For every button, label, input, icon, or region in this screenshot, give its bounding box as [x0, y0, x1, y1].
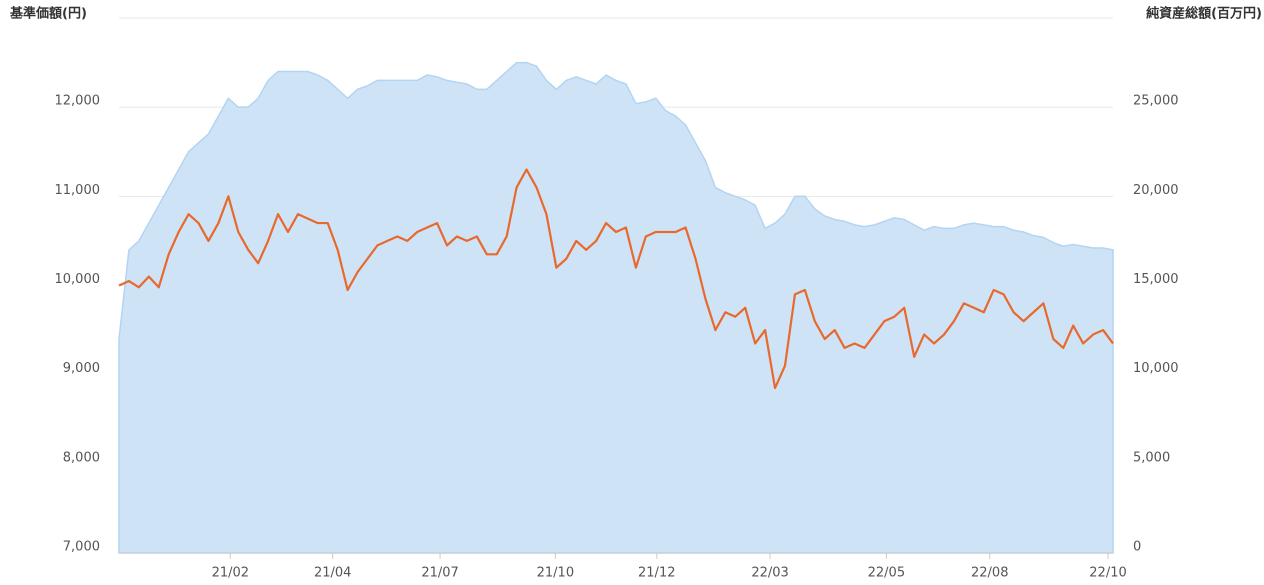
- y2-axis-title: 純資産総額(百万円): [1146, 6, 1262, 22]
- x-tick-label: 22/08: [971, 566, 1008, 581]
- y2-tick-label: 0: [1133, 540, 1141, 555]
- x-tick-label: 21/02: [212, 566, 249, 581]
- y-tick-label: 9,000: [63, 361, 100, 376]
- x-tick-label: 21/04: [314, 566, 351, 581]
- y2-tick-label: 5,000: [1133, 450, 1170, 465]
- y-axis-title: 基準価額(円): [9, 6, 87, 22]
- y-tick-label: 11,000: [55, 183, 101, 198]
- y2-tick-label: 20,000: [1133, 183, 1179, 198]
- x-tick-label: 21/10: [537, 566, 574, 581]
- x-tick-label: 22/03: [751, 566, 788, 581]
- y-tick-label: 12,000: [55, 94, 101, 109]
- line: [118, 168, 1114, 390]
- area: [118, 61, 1114, 554]
- y-tick-label: 7,000: [63, 540, 100, 555]
- x-tick-label: 22/10: [1089, 566, 1126, 581]
- y2-tick-label: 25,000: [1133, 94, 1179, 109]
- x-tick-label: 21/12: [638, 566, 675, 581]
- x-tick-label: 22/05: [868, 566, 905, 581]
- y2-tick-label: 10,000: [1133, 361, 1179, 376]
- y-tick-label: 10,000: [55, 272, 101, 287]
- y-tick-label: 8,000: [63, 450, 100, 465]
- x-tick-label: 21/07: [421, 566, 458, 581]
- y2-tick-label: 15,000: [1133, 272, 1179, 287]
